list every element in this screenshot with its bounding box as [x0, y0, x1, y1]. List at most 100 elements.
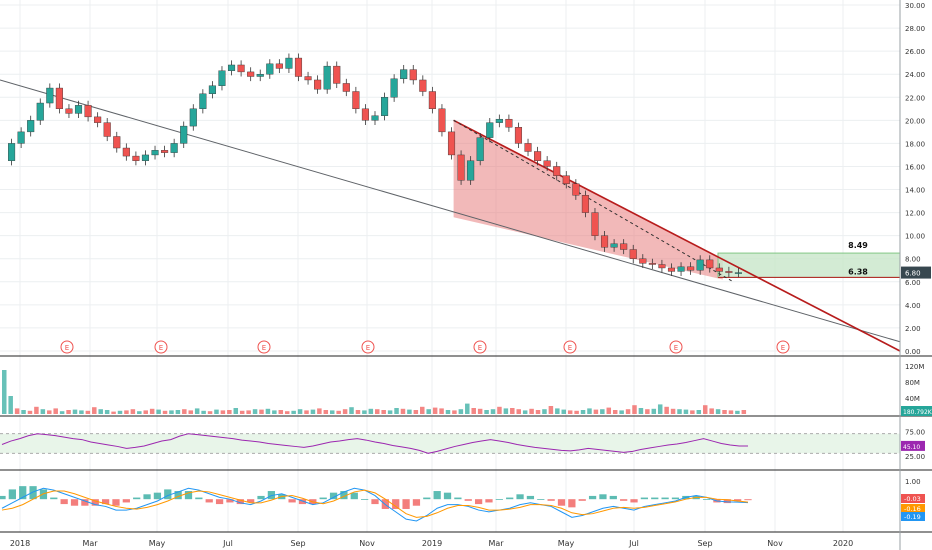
macd-histogram-bar	[298, 499, 307, 505]
macd-histogram-bar	[81, 499, 89, 506]
volume-bar	[188, 410, 194, 414]
volume-bar	[214, 409, 219, 414]
volume-bar	[310, 409, 316, 414]
volume-bar	[284, 411, 290, 414]
volume-bar	[497, 406, 502, 414]
volume-bar	[670, 408, 676, 414]
volume-bar	[259, 409, 264, 414]
macd-histogram-bar	[454, 497, 462, 500]
rsi-value-label: 45.10	[903, 444, 920, 451]
rsi-axis-label: 75.00	[905, 428, 925, 436]
earnings-marker-label: E	[568, 344, 572, 352]
volume-bar	[246, 410, 251, 414]
volume-pane[interactable]	[2, 370, 747, 414]
price-candle	[55, 87, 63, 110]
price-candle	[84, 105, 92, 118]
volume-bar	[683, 409, 689, 414]
price-candle	[600, 235, 609, 248]
long-term-trendline	[0, 79, 901, 343]
volume-bar	[426, 409, 431, 414]
price-candle	[524, 143, 532, 152]
price-candle	[725, 271, 733, 273]
macd-histogram-bar	[661, 497, 669, 500]
volume-bar	[529, 408, 534, 414]
price-candle	[161, 150, 169, 153]
price-candle	[323, 65, 331, 90]
last-price-tag	[901, 266, 931, 279]
price-axis-label: 26.00	[905, 48, 925, 56]
price-candle	[390, 78, 398, 98]
volume-bar	[92, 407, 97, 414]
target-zone-box	[717, 252, 901, 278]
price-candle	[314, 79, 322, 90]
macd-histogram-bar	[588, 495, 597, 500]
price-axis-label: 30.00	[905, 2, 925, 10]
price-candle	[553, 166, 561, 176]
price-axis-label: 10.00	[905, 233, 925, 241]
macd-histogram-bar	[392, 499, 400, 509]
macd-histogram-bar	[319, 497, 327, 500]
volume-bar	[59, 411, 65, 414]
rsi-pane[interactable]	[0, 433, 900, 454]
volume-bar	[465, 403, 470, 414]
volume-bar	[156, 409, 161, 414]
earnings-marker-icon	[60, 340, 74, 354]
price-candle	[247, 71, 255, 77]
macd-histogram-bar	[153, 492, 162, 500]
macd-histogram-bar	[516, 494, 524, 500]
price-candle	[141, 154, 150, 161]
volume-bar	[413, 410, 419, 414]
volume-bar	[233, 408, 239, 414]
volume-bar	[657, 404, 663, 414]
volume-bar	[696, 410, 702, 414]
volume-bar	[201, 410, 206, 414]
earnings-marker-label: E	[159, 344, 163, 352]
price-axis-label: 6.00	[905, 279, 921, 287]
earnings-marker-label: E	[478, 344, 482, 352]
macd-histogram-bar	[547, 499, 555, 501]
price-candle	[371, 115, 379, 121]
volume-bar	[239, 410, 245, 414]
volume-bar	[53, 408, 58, 414]
macd-histogram-bar	[0, 495, 6, 500]
volume-bar	[336, 410, 341, 414]
price-candle	[46, 87, 54, 104]
macd-histogram-bar	[537, 499, 545, 500]
price-candle	[409, 69, 417, 81]
price-candle	[17, 131, 25, 144]
price-candle	[122, 147, 130, 157]
volume-bar	[349, 407, 354, 414]
volume-bar	[362, 410, 367, 414]
macd-histogram-bar	[143, 494, 151, 500]
macd-axis-label: 1.00	[905, 478, 921, 486]
price-pane[interactable]: 8.49 6.38 E E E E E E E E	[0, 53, 901, 354]
macd-histogram-bar	[257, 495, 265, 500]
price-axis-label: 14.00	[905, 187, 925, 195]
last-volume-label: 180.792K	[903, 409, 932, 416]
volume-bar	[561, 409, 567, 414]
price-axis-label: 8.00	[905, 256, 921, 264]
time-axis-label: 2020	[833, 539, 853, 548]
volume-bar	[439, 408, 444, 414]
macd-histogram-bar	[91, 499, 99, 506]
price-candle	[457, 154, 465, 181]
volume-bar	[490, 409, 496, 414]
price-candle	[715, 267, 723, 272]
earnings-marker-icon	[257, 340, 271, 354]
last-price-label: 6.80	[905, 270, 921, 278]
price-candle	[687, 266, 695, 271]
macd-histogram-bar	[8, 489, 16, 500]
price-candle	[237, 64, 245, 73]
macd-histogram-bar	[340, 491, 348, 500]
volume-bar	[651, 408, 657, 414]
volume-bar	[452, 410, 457, 414]
macd-histogram-bar	[495, 499, 503, 500]
price-candle	[476, 137, 484, 161]
time-axis-label: Sep	[290, 539, 305, 548]
earnings-marker-label: E	[366, 344, 370, 352]
volume-bar	[612, 410, 618, 414]
macd-pane[interactable]	[0, 486, 752, 522]
price-axis-label: 24.00	[905, 71, 925, 79]
price-candle	[514, 127, 523, 144]
